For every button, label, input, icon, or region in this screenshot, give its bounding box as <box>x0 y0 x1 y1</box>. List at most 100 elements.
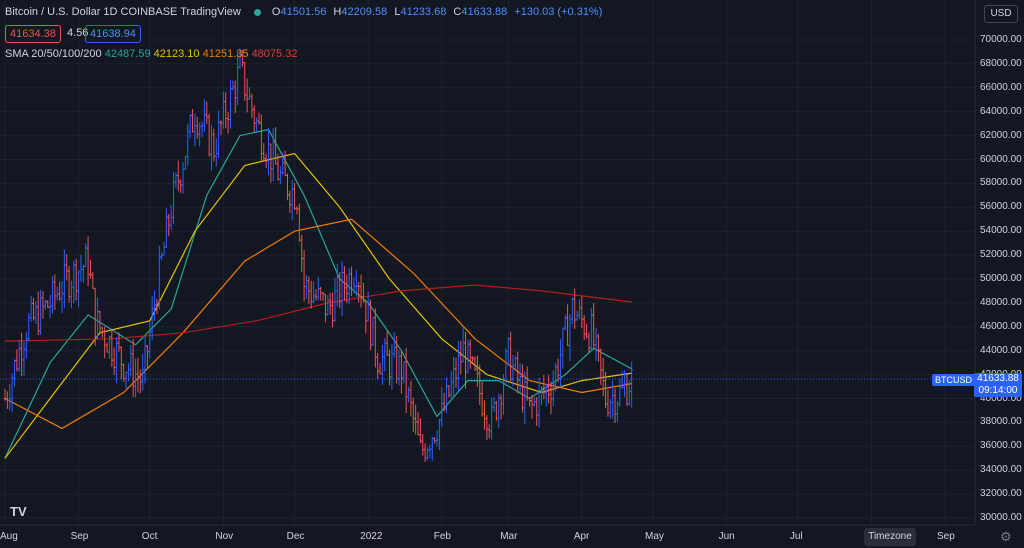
price-bar <box>34 300 38 324</box>
price-bar <box>229 79 233 129</box>
currency-button[interactable]: USD <box>984 5 1018 23</box>
price-bar <box>250 93 254 118</box>
price-bar <box>231 80 235 91</box>
price-tick-label: 46000.00 <box>980 320 1022 332</box>
price-bar <box>426 447 430 461</box>
price-bar <box>435 430 439 447</box>
price-bar <box>414 404 418 435</box>
price-bar <box>252 105 256 133</box>
price-bar <box>136 357 140 393</box>
price-bar <box>437 418 441 450</box>
time-tick-label: Nov <box>215 531 234 542</box>
tradingview-logo-icon[interactable]: TV <box>10 504 27 519</box>
price-bar <box>55 286 59 301</box>
price-bar <box>134 358 138 398</box>
price-bar <box>262 143 266 161</box>
price-bar <box>340 260 344 317</box>
price-bar <box>333 277 337 322</box>
price-bar <box>589 307 593 351</box>
price-bar <box>12 359 16 387</box>
open-key: O <box>271 6 281 18</box>
price-bar <box>613 388 617 423</box>
price-bar <box>630 361 634 408</box>
price-bar <box>143 335 147 384</box>
buy-button[interactable]: 41638.94 <box>85 25 141 43</box>
price-bar <box>259 114 263 162</box>
price-tick-label: 68000.00 <box>980 57 1022 69</box>
price-bar <box>319 286 323 301</box>
price-bar <box>454 357 458 388</box>
price-bar <box>207 113 211 157</box>
time-tick-label: Jul <box>789 531 803 542</box>
low-value: 41233.68 <box>400 6 447 18</box>
price-bar <box>245 78 249 113</box>
time-tick-label: Sep <box>70 531 89 542</box>
price-bar <box>475 355 479 387</box>
price-bar <box>217 110 221 159</box>
price-tick-label: 60000.00 <box>980 153 1022 165</box>
price-tick-label: 50000.00 <box>980 273 1022 284</box>
price-bar <box>615 401 619 422</box>
price-bar <box>388 349 392 386</box>
price-bar <box>471 356 475 363</box>
price-bar <box>72 260 76 304</box>
sma-legend[interactable]: SMA 20/50/100/200 42487.59 42123.10 4125… <box>5 48 297 60</box>
price-tick-label: 40000.00 <box>980 392 1022 404</box>
ohlc-readout: O41501.56 H42209.58 L41233.68 C41633.88 … <box>272 6 606 18</box>
price-bar <box>293 183 297 210</box>
price-tick-label: 48000.00 <box>980 296 1022 308</box>
price-bar <box>464 332 468 389</box>
price-bar <box>290 180 294 221</box>
price-bar <box>176 160 180 192</box>
price-bar <box>385 331 389 356</box>
price-bar <box>421 433 425 456</box>
price-bar <box>53 274 57 310</box>
price-bar <box>81 264 85 283</box>
time-tick-label: Oct <box>141 531 158 542</box>
price-bar <box>91 272 95 289</box>
price-bar <box>43 299 47 310</box>
price-bar <box>416 411 420 436</box>
price-bar <box>535 396 539 426</box>
price-bar <box>485 415 489 440</box>
price-bar <box>145 345 149 369</box>
price-tick-label: 54000.00 <box>980 225 1022 237</box>
price-bar <box>96 297 100 340</box>
price-bar <box>378 362 382 374</box>
price-tick-label: 34000.00 <box>980 464 1022 476</box>
price-bar <box>618 378 622 407</box>
sma50-value: 42123.10 <box>153 48 200 60</box>
price-bar <box>561 327 565 369</box>
price-bar <box>309 280 313 309</box>
price-bar <box>304 274 308 299</box>
price-bar <box>594 328 598 362</box>
price-bar <box>285 173 289 201</box>
price-bar <box>41 291 45 319</box>
price-bar <box>131 338 135 398</box>
price-bar <box>456 340 460 391</box>
sell-button[interactable]: 41634.38 <box>5 25 61 43</box>
price-bar <box>179 179 183 194</box>
grid <box>0 0 975 525</box>
sma100-value: 41251.35 <box>202 48 249 60</box>
price-bar <box>520 364 524 413</box>
price-bar <box>60 280 64 313</box>
price-bar <box>74 259 78 301</box>
sma-line-sma50 <box>4 152 632 459</box>
chart-header: Bitcoin / U.S. Dollar 1D COINBASE Tradin… <box>5 6 606 18</box>
price-tick-label: 64000.00 <box>980 105 1022 117</box>
price-bar <box>200 121 204 138</box>
change-value: +130.03 (+0.31%) <box>514 6 603 18</box>
price-bar <box>592 303 596 350</box>
price-bar <box>174 172 178 188</box>
price-bar <box>452 356 456 397</box>
price-bar <box>504 348 508 384</box>
price-bar <box>255 117 259 134</box>
open-value: 41501.56 <box>280 6 327 18</box>
price-bar <box>596 334 600 362</box>
price-bar <box>563 314 567 331</box>
gear-icon[interactable]: ⚙ <box>1000 529 1012 544</box>
timezone-button[interactable]: Timezone <box>864 528 916 546</box>
price-bar <box>15 349 19 372</box>
